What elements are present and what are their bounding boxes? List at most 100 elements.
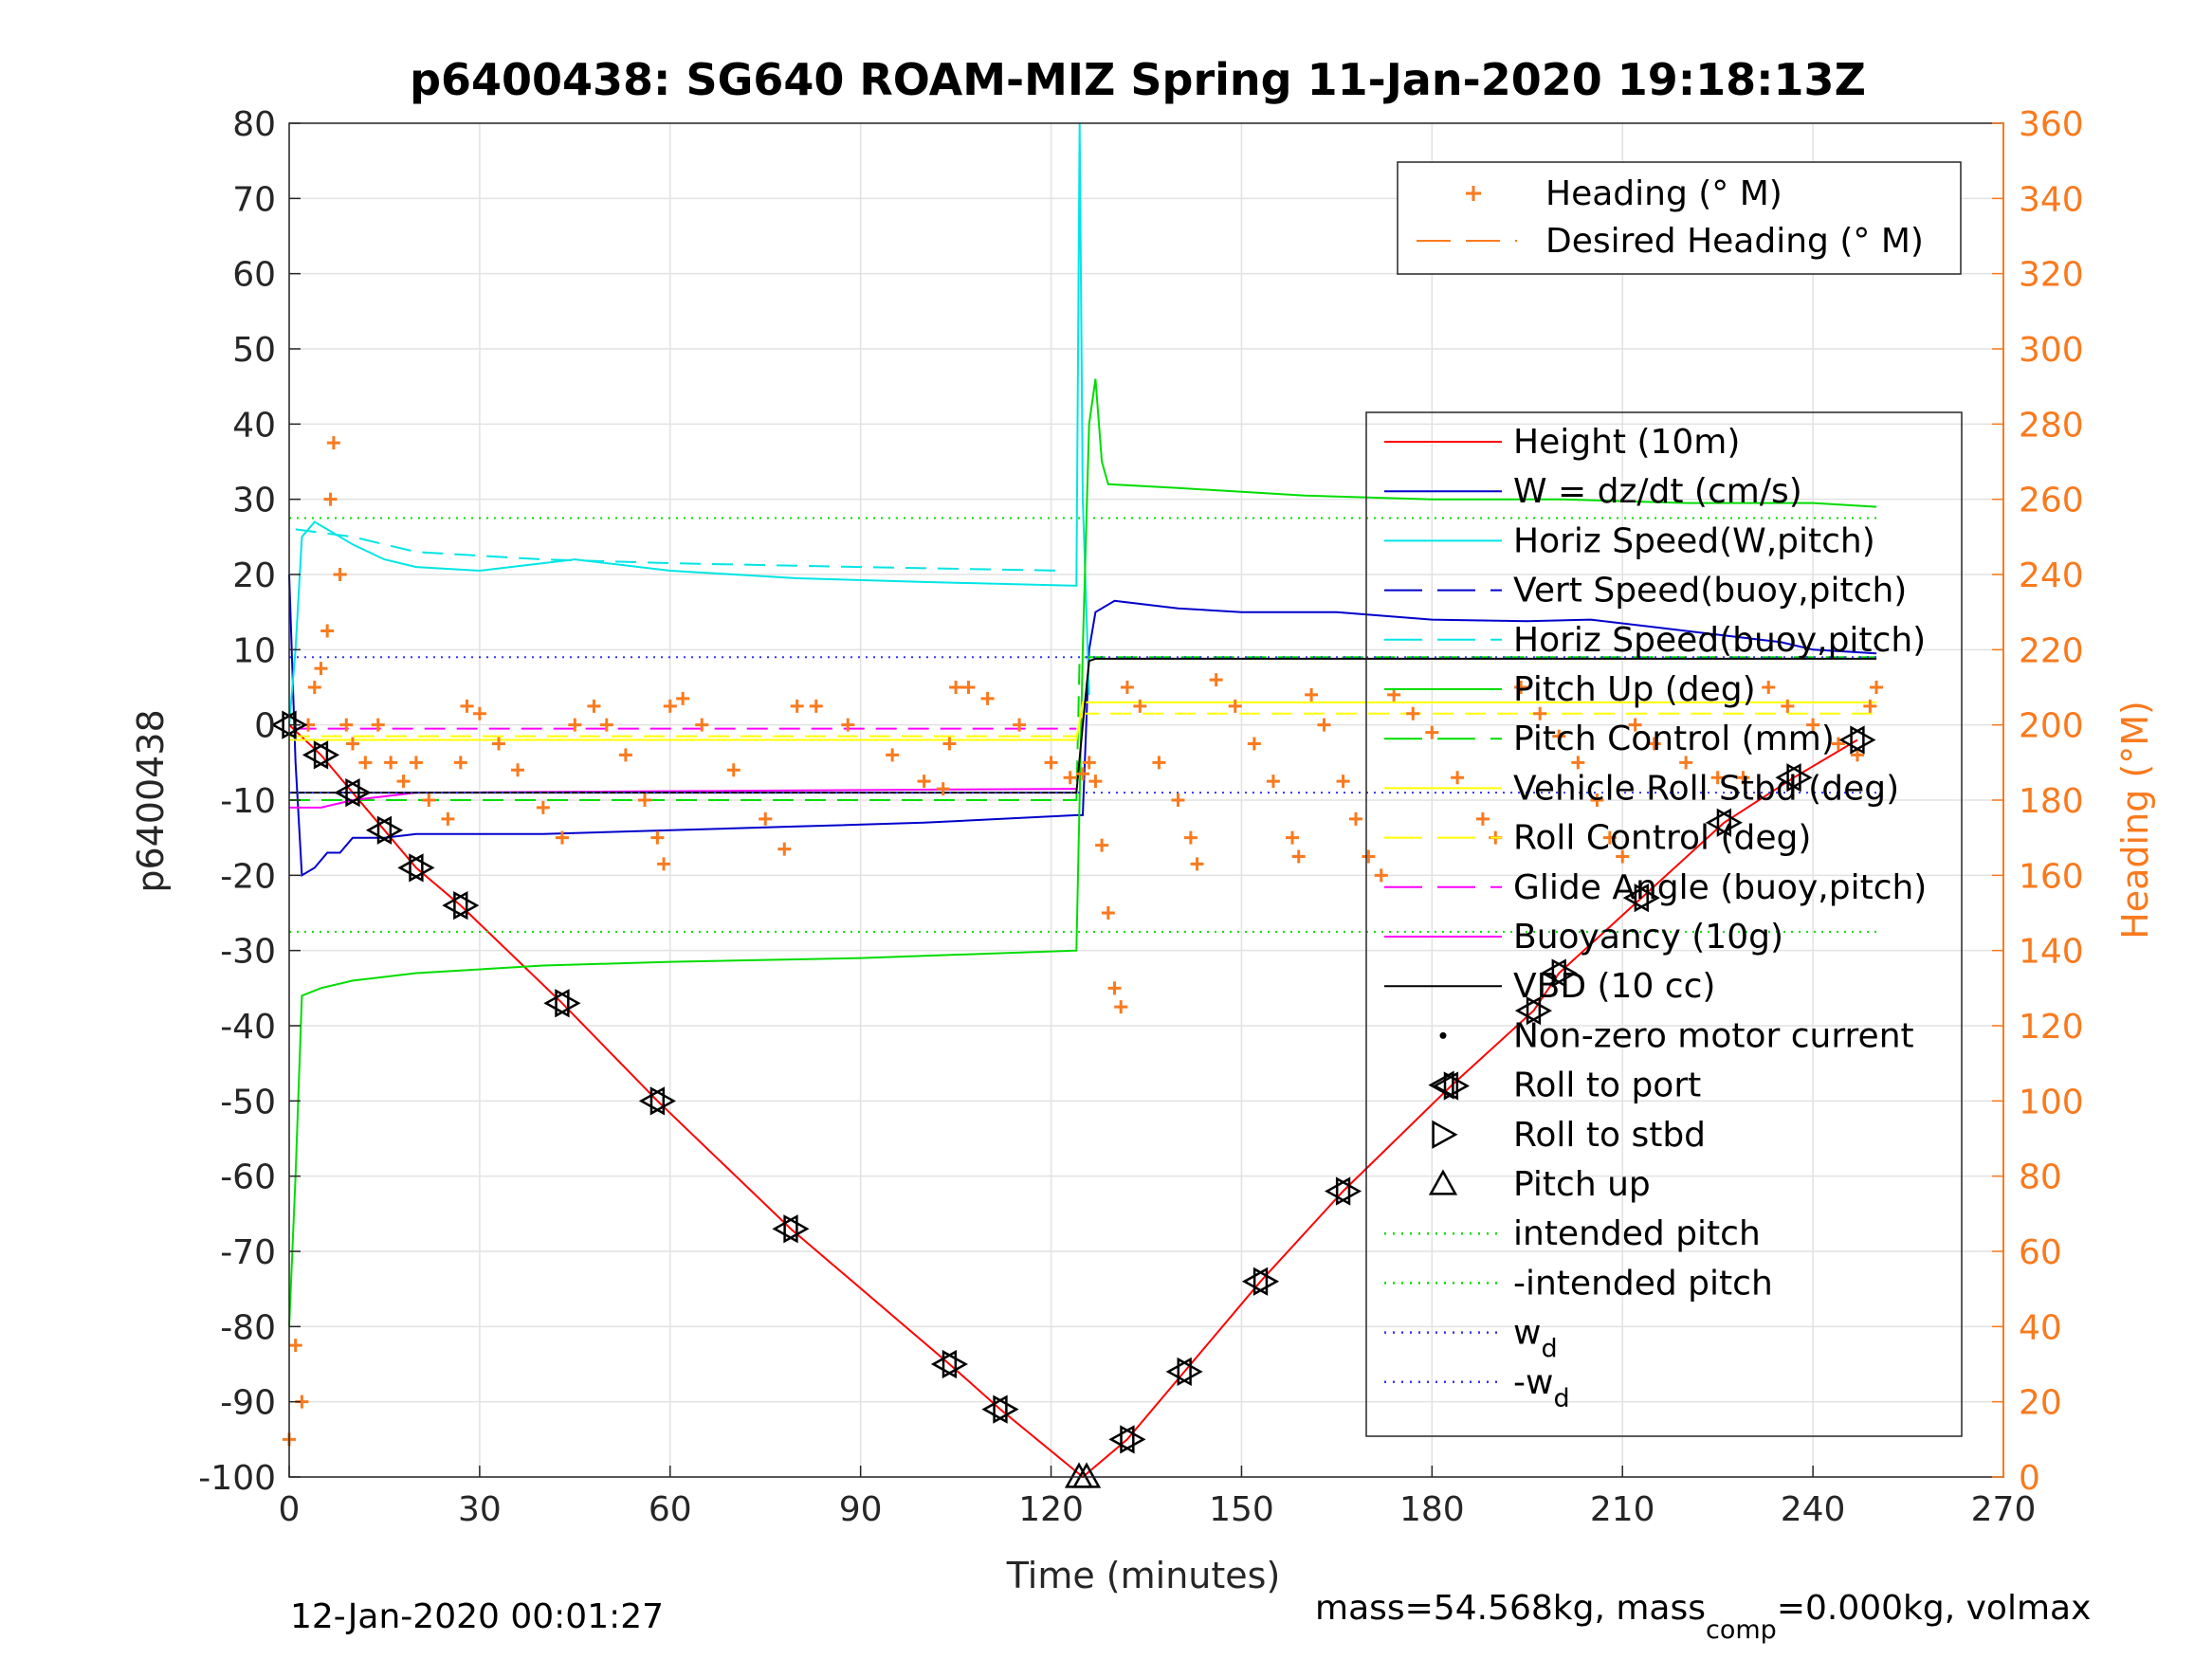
legend-main: Height (10m) W = dz/dt (cm/s) Horiz Speed(…	[1365, 411, 1963, 1437]
heading-point	[288, 1339, 302, 1353]
event-marker	[453, 890, 480, 921]
heading-point	[441, 811, 455, 826]
y2-tick-label: 280	[2019, 406, 2084, 445]
legend-label: Roll to port	[1513, 1066, 1701, 1105]
legend-label: Roll to stbd	[1513, 1116, 1706, 1155]
x-tick-label: 240	[1781, 1490, 1846, 1529]
heading-point	[1451, 771, 1465, 785]
legend-label: VBD (10 cc)	[1513, 967, 1715, 1006]
heading-point	[326, 436, 340, 450]
event-marker	[555, 989, 581, 1018]
legend-label: Buoyancy (10g)	[1513, 918, 1783, 957]
heading-point	[1114, 1000, 1128, 1014]
heading-point	[409, 756, 423, 770]
heading-point	[1406, 706, 1420, 720]
heading-point	[695, 718, 709, 732]
series-line	[288, 574, 1877, 877]
y2-tick-label: 40	[2019, 1308, 2062, 1347]
heading-point	[460, 699, 474, 713]
heading-point	[886, 748, 900, 762]
y-tick-label: 80	[232, 105, 276, 144]
heading-point	[1647, 737, 1661, 751]
heading-point	[1305, 687, 1319, 702]
legend-label: Desired Heading (° M)	[1545, 222, 1924, 261]
legend-label: Horiz Speed(W,pitch)	[1513, 521, 1875, 560]
heading-point	[1387, 687, 1401, 702]
x-tick-label: 210	[1590, 1490, 1655, 1529]
heading-point	[345, 737, 359, 751]
heading-point	[1533, 706, 1547, 720]
heading-point	[511, 763, 525, 777]
heading-point	[1190, 857, 1204, 871]
x-tick-label: 0	[279, 1490, 301, 1529]
y-tick-label: 0	[254, 707, 276, 746]
heading-point	[1152, 756, 1166, 770]
heading-point	[1120, 681, 1134, 694]
y2-tick-label: 120	[2019, 1008, 2084, 1047]
legend-label: Vert Speed(buoy,pitch)	[1513, 572, 1907, 611]
x-tick-label: 180	[1399, 1490, 1465, 1529]
heading-point	[726, 763, 740, 777]
event-marker	[1850, 725, 1876, 755]
heading-point	[1183, 830, 1197, 845]
y2-axis-label: Heading (°M)	[2114, 701, 2156, 939]
y-tick-label: -30	[220, 933, 276, 972]
heading-point	[371, 718, 385, 732]
heading-point	[422, 793, 436, 807]
y2-tick-label: 300	[2019, 331, 2084, 370]
series-line	[289, 657, 1877, 794]
heading-point	[1863, 699, 1877, 713]
heading-point	[1107, 981, 1122, 995]
heading-point	[396, 775, 411, 789]
heading-point	[961, 681, 976, 694]
y-tick-label: -100	[198, 1459, 276, 1498]
x-axis-label: Time (minutes)	[1006, 1555, 1281, 1596]
heading-point	[1101, 906, 1115, 920]
heading-point	[841, 718, 855, 732]
heading-point	[1736, 771, 1750, 785]
y2-tick-label: 60	[2019, 1233, 2062, 1272]
x-tick-label: 90	[839, 1490, 883, 1529]
heading-point	[1710, 771, 1725, 785]
heading-point	[1850, 748, 1864, 762]
y-tick-label: 30	[232, 482, 276, 520]
heading-point	[587, 699, 601, 713]
heading-point	[1679, 756, 1693, 770]
heading-point	[809, 699, 823, 713]
legend-main-box	[1365, 411, 1963, 1437]
event-marker	[1526, 996, 1553, 1026]
event-marker	[1551, 958, 1578, 988]
y2-tick-label: 0	[2019, 1459, 2040, 1498]
heading-point	[1514, 681, 1528, 694]
y-tick-label: 70	[232, 180, 276, 219]
heading-point	[1616, 849, 1630, 864]
footer-timestamp: 12-Jan-2020 00:01:27	[290, 1597, 664, 1636]
heading-point	[1088, 775, 1103, 789]
heading-point	[1762, 681, 1776, 694]
y-tick-label: 60	[232, 256, 276, 295]
event-marker	[345, 777, 372, 808]
heading-point	[491, 737, 505, 751]
event-marker	[1252, 1267, 1280, 1296]
heading-point	[1317, 718, 1331, 732]
legend-swatch-plus	[1466, 186, 1481, 201]
heading-point	[936, 782, 950, 796]
heading-point	[1590, 793, 1604, 807]
y2-tick-label: 240	[2019, 556, 2084, 595]
axes: 0 30 60 90 120 150 180 210 240 270-100-90-80-70-6…	[198, 105, 2083, 1529]
heading-point	[1806, 718, 1820, 732]
y2-tick-label: 220	[2019, 631, 2084, 670]
legend-heading-box	[1397, 161, 1962, 275]
event-marker	[1120, 1425, 1146, 1454]
heading-point	[663, 699, 677, 713]
x-tick-label: 120	[1018, 1490, 1084, 1529]
heading-point	[453, 756, 467, 770]
heading-point	[1870, 681, 1884, 694]
y2-tick-label: 200	[2019, 707, 2084, 746]
event-marker	[1335, 1176, 1362, 1206]
heading-point	[637, 793, 651, 807]
heading-point	[323, 492, 338, 506]
heading-point	[1013, 718, 1027, 732]
y2-tick-label: 160	[2019, 857, 2084, 896]
heading-point	[942, 737, 957, 751]
